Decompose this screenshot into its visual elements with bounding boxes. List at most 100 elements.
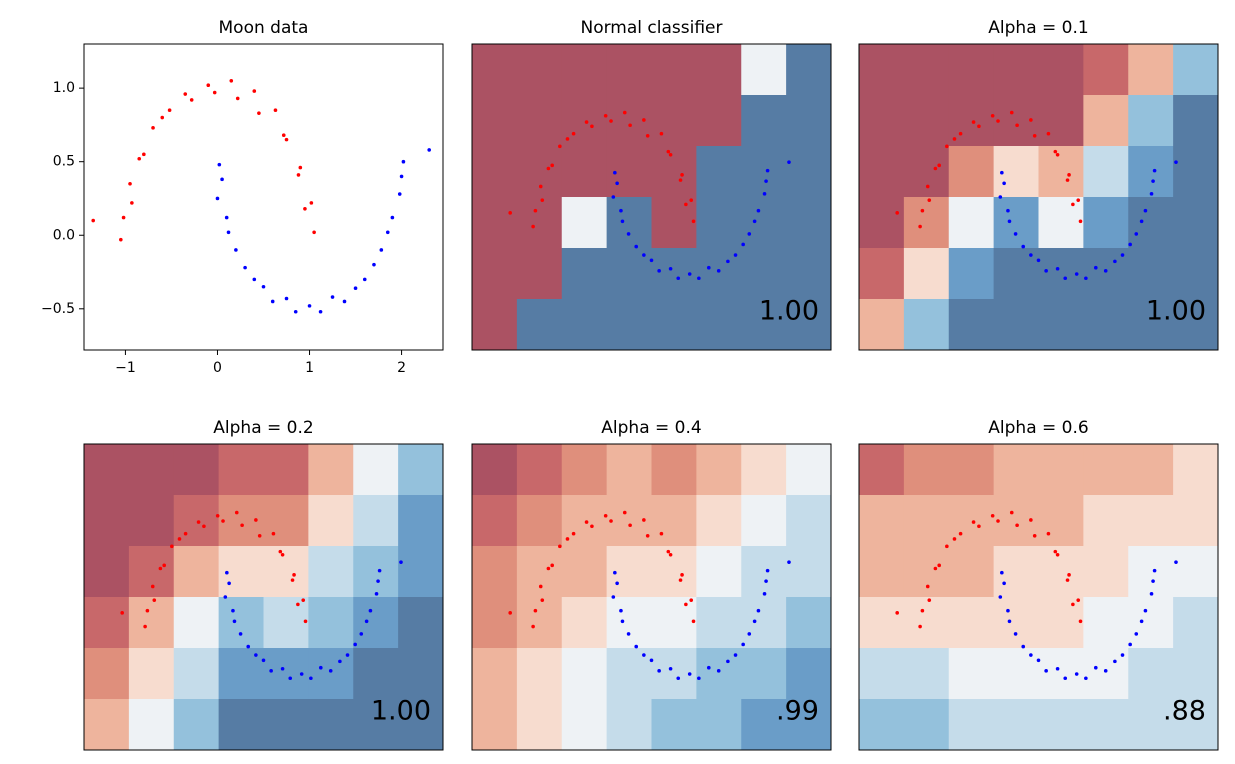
point (611, 195, 616, 199)
point (1021, 244, 1026, 249)
point (353, 286, 358, 291)
contour-cell (1128, 299, 1174, 351)
point (196, 520, 201, 524)
contour-cell (948, 299, 995, 351)
contour-cell (1038, 44, 1084, 96)
contour-cell (651, 444, 697, 496)
point (620, 619, 625, 624)
point (278, 549, 283, 554)
point (1174, 560, 1178, 564)
point (1055, 552, 1060, 557)
contour-cell (859, 95, 905, 147)
point (130, 201, 134, 205)
point (1093, 265, 1098, 270)
contour-cell (561, 444, 608, 496)
point (645, 134, 650, 138)
point (221, 519, 225, 523)
point (927, 598, 932, 602)
point (687, 672, 692, 676)
score-label: .99 (776, 696, 819, 727)
point (977, 524, 981, 529)
contour-cell (741, 546, 787, 598)
point (1036, 658, 1041, 663)
point (958, 131, 963, 136)
point (1046, 531, 1051, 536)
contour-cell (606, 699, 652, 751)
point (206, 83, 211, 87)
contour-cell (993, 444, 1039, 496)
point (217, 162, 222, 167)
point (1021, 644, 1026, 649)
point (293, 309, 298, 314)
contour-cell (993, 299, 1039, 351)
point (619, 608, 623, 613)
contour-cell (84, 648, 130, 700)
point (716, 669, 721, 673)
point (229, 78, 234, 83)
contour-cell (1038, 95, 1084, 147)
point (91, 218, 96, 223)
point (1071, 602, 1075, 607)
point (634, 244, 639, 249)
point (1139, 619, 1144, 624)
contour-cell (1083, 44, 1129, 96)
contour-cell (741, 299, 787, 351)
point (269, 669, 273, 673)
point (1134, 232, 1139, 236)
contour-cell (741, 44, 787, 96)
contour-cell (398, 495, 444, 547)
contour-cell (859, 699, 905, 751)
contour-cell (741, 197, 787, 249)
contour-cell (472, 197, 518, 249)
point (998, 595, 1003, 599)
contour-cell (696, 648, 742, 700)
point (533, 608, 538, 613)
contour-cell (308, 444, 354, 496)
contour-cell (859, 597, 905, 649)
contour-cell (353, 597, 399, 649)
point (920, 208, 925, 213)
point (747, 232, 752, 236)
point (376, 579, 380, 583)
score-label: 1.00 (371, 696, 431, 727)
contour-cell (696, 444, 742, 496)
point (299, 672, 304, 676)
point (1065, 578, 1070, 582)
point (764, 579, 768, 583)
contour-cell (786, 95, 832, 147)
contour-cell (516, 597, 563, 649)
point (328, 669, 333, 673)
contour-cell (516, 95, 563, 147)
point (377, 568, 382, 573)
point (1113, 259, 1117, 264)
subplot-title: Moon data (219, 18, 309, 38)
contour-cell (1173, 648, 1219, 700)
point (613, 570, 617, 575)
point (318, 665, 323, 670)
contour-cell (561, 546, 608, 598)
contour-cell (472, 495, 518, 547)
contour-cell (561, 699, 608, 751)
contour-cell (263, 699, 309, 751)
point (952, 137, 957, 141)
score-label: 1.00 (759, 296, 819, 327)
point (584, 520, 589, 524)
contour-cell (948, 699, 995, 751)
score-label: .88 (1163, 696, 1206, 727)
contour-cell (308, 597, 354, 649)
contour-cell (561, 44, 608, 96)
point (288, 676, 293, 681)
point (998, 195, 1003, 199)
point (1032, 534, 1037, 538)
point (372, 262, 376, 267)
point (1032, 134, 1037, 138)
point (223, 595, 228, 599)
point (1152, 168, 1157, 173)
point (764, 179, 768, 183)
point (1149, 192, 1154, 196)
x-tick-label: −1 (115, 360, 136, 376)
contour-cell (696, 146, 742, 198)
contour-cell (696, 699, 742, 751)
point (246, 644, 251, 649)
axes-frame (471, 43, 832, 351)
